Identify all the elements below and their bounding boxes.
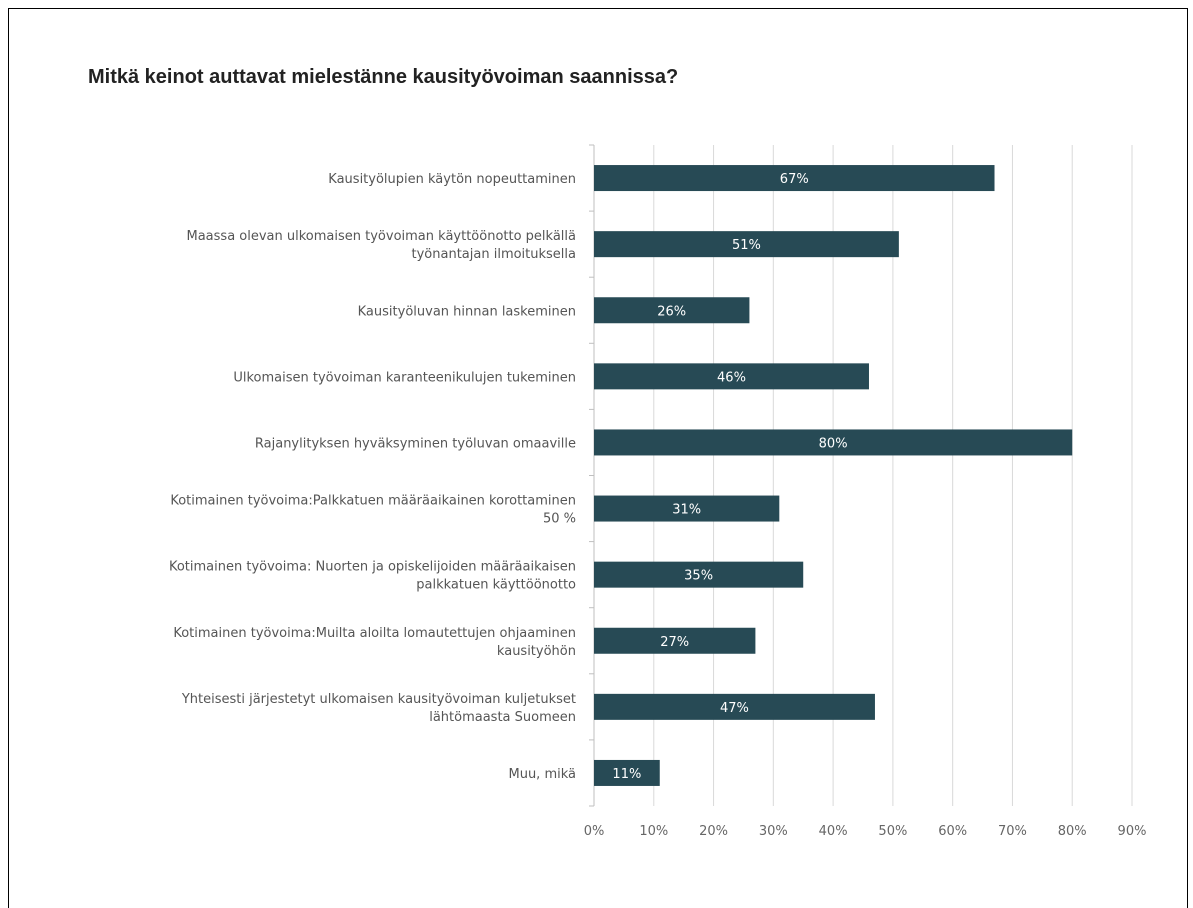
x-tick-label: 80% (1058, 824, 1087, 839)
data-label: 47% (720, 701, 749, 716)
bar (594, 561, 804, 588)
bar (594, 693, 875, 720)
category-label: Muu, mikä (508, 767, 576, 782)
data-label: 35% (684, 569, 713, 584)
bar (594, 495, 780, 522)
category-label: Kotimainen työvoima:Palkkatuen määräaika… (170, 494, 576, 509)
x-tick-label: 20% (699, 824, 728, 839)
data-label: 27% (660, 635, 689, 650)
bar (594, 297, 750, 324)
category-label: työnantajan ilmoituksella (412, 247, 576, 262)
x-tick-label: 50% (878, 824, 907, 839)
x-tick-label: 90% (1118, 824, 1147, 839)
bar (594, 165, 995, 192)
x-tick-label: 0% (584, 824, 605, 839)
category-label: Ulkomaisen työvoiman karanteenikulujen t… (233, 370, 576, 385)
bar (594, 627, 756, 654)
x-tick-label: 60% (938, 824, 967, 839)
bar (594, 231, 899, 258)
category-label: lähtömaasta Suomeen (429, 710, 576, 725)
x-tick-label: 40% (819, 824, 848, 839)
bar (594, 363, 869, 390)
category-label: Kausityöluvan hinnan laskeminen (358, 304, 576, 319)
category-label: Kotimainen työvoima:Muilta aloilta lomau… (173, 626, 576, 641)
data-label: 80% (819, 436, 848, 451)
category-label: Kotimainen työvoima: Nuorten ja opiskeli… (169, 560, 576, 575)
category-label: 50 % (543, 512, 576, 527)
data-label: 67% (780, 172, 809, 187)
category-label: Kausityölupien käytön nopeuttaminen (328, 172, 576, 187)
x-tick-label: 10% (639, 824, 668, 839)
chart-frame (8, 8, 1188, 908)
data-label: 51% (732, 238, 761, 253)
category-label: Yhteisesti järjestetyt ulkomaisen kausit… (181, 692, 576, 707)
bar (594, 759, 660, 786)
category-label: Maassa olevan ulkomaisen työvoiman käytt… (187, 229, 577, 244)
chart-title: Mitkä keinot auttavat mielestänne kausit… (88, 66, 679, 88)
data-label: 26% (657, 304, 686, 319)
data-label: 11% (612, 767, 641, 782)
category-label: Rajanylityksen hyväksyminen työluvan oma… (255, 436, 576, 451)
data-label: 46% (717, 370, 746, 385)
data-label: 31% (672, 503, 701, 518)
x-tick-label: 30% (759, 824, 788, 839)
category-label: kausityöhön (497, 644, 576, 659)
x-tick-label: 70% (998, 824, 1027, 839)
category-label: palkkatuen käyttöönotto (416, 578, 576, 593)
bar (594, 429, 1073, 456)
